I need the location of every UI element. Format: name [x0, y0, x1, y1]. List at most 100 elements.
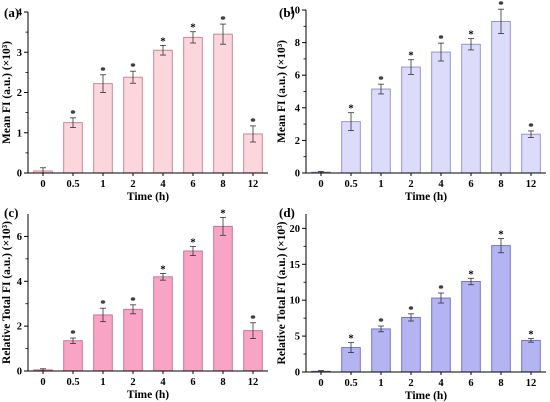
panel-label: (c) [4, 205, 18, 220]
x-tick-label: 2 [408, 179, 413, 190]
y-axis-title: Mean FI (a.u.) (×10³) [1, 41, 13, 144]
bar [183, 36, 203, 174]
y-tick-label: 20 [290, 224, 301, 235]
significance-star: * [70, 328, 76, 340]
bar [491, 245, 511, 373]
x-tick-label: 12 [248, 377, 259, 388]
significance-star: * [438, 283, 444, 295]
bar [461, 281, 481, 373]
bar [521, 133, 541, 174]
significance-star: * [100, 298, 106, 310]
significance-star: * [498, 0, 504, 11]
y-axis-title: Mean FI (a.u.) (×10³) [276, 40, 288, 143]
x-axis-title: Time (h) [405, 390, 447, 402]
bar [183, 250, 203, 372]
significance-star: * [250, 313, 256, 325]
x-tick-label: 0 [40, 377, 45, 388]
x-tick-label: 4 [160, 179, 166, 190]
bar [371, 328, 391, 373]
x-tick-label: 6 [190, 377, 195, 388]
bar [123, 76, 143, 174]
y-tick-label: 0 [295, 368, 300, 379]
x-tick-label: 12 [526, 179, 537, 190]
y-axis-title: Relative Total FI (a.u.) (×10³) [1, 221, 13, 364]
x-tick-label: 2 [130, 179, 135, 190]
x-tick-label: 0.5 [66, 179, 79, 190]
x-tick-label: 4 [160, 377, 166, 388]
x-axis-title: Time (h) [127, 389, 169, 401]
panel-label: (d) [279, 205, 295, 220]
x-tick-label: 8 [220, 377, 225, 388]
bar [371, 88, 391, 174]
bar [431, 297, 451, 373]
significance-star: * [130, 295, 136, 307]
bar [431, 51, 451, 174]
y-tick-label: 4 [295, 103, 301, 114]
x-tick-label: 2 [408, 378, 413, 389]
bar [153, 276, 173, 372]
x-tick-label: 0.5 [66, 377, 79, 388]
x-tick-label: 0 [318, 378, 323, 389]
x-tick-label: 2 [130, 377, 135, 388]
y-tick-label: 6 [17, 232, 22, 243]
significance-star: * [160, 263, 166, 275]
y-tick-label: 1 [17, 128, 22, 139]
bar [93, 83, 113, 174]
significance-star: * [250, 116, 256, 128]
x-tick-label: 1 [378, 179, 383, 190]
x-tick-label: 0 [318, 179, 323, 190]
panel-label: (b) [279, 5, 295, 20]
y-tick-label: 2 [17, 88, 22, 99]
y-tick-label: 0 [295, 169, 300, 180]
significance-star: * [468, 268, 474, 280]
significance-star: * [220, 207, 226, 219]
x-axis-title: Time (h) [405, 191, 447, 203]
x-tick-label: 8 [220, 179, 225, 190]
y-tick-label: 5 [295, 332, 300, 343]
bar [401, 66, 421, 174]
significance-star: * [408, 304, 414, 316]
significance-star: * [528, 121, 534, 133]
significance-star: * [100, 65, 106, 77]
y-tick-label: 4 [17, 277, 23, 288]
significance-star: * [498, 228, 504, 240]
bar [521, 339, 541, 373]
bar [401, 316, 421, 373]
y-axis-title: Relative Total FI (a.u.) (×10³) [276, 221, 288, 364]
bar [491, 20, 511, 174]
significance-star: * [348, 103, 354, 115]
significance-star: * [70, 108, 76, 120]
x-tick-label: 1 [100, 377, 105, 388]
x-tick-label: 1 [100, 179, 105, 190]
y-tick-label: 10 [290, 296, 301, 307]
bar [63, 122, 83, 174]
significance-star: * [378, 316, 384, 328]
bar [461, 43, 481, 174]
significance-star: * [130, 61, 136, 73]
bar [93, 314, 113, 372]
y-tick-label: 0 [17, 169, 22, 180]
x-tick-label: 8 [498, 179, 503, 190]
significance-star: * [190, 237, 196, 249]
y-tick-label: 15 [290, 260, 301, 271]
bar [153, 49, 173, 174]
x-tick-label: 12 [526, 378, 537, 389]
significance-star: * [160, 35, 166, 47]
x-tick-label: 0.5 [344, 179, 357, 190]
bar [213, 33, 233, 174]
x-tick-label: 4 [438, 378, 444, 389]
x-axis-title: Time (h) [127, 191, 169, 203]
significance-star: * [378, 74, 384, 86]
y-tick-label: 6 [295, 71, 300, 82]
bar [63, 340, 83, 372]
significance-star: * [438, 33, 444, 45]
bar [123, 308, 143, 372]
y-tick-label: 4 [17, 8, 23, 19]
x-tick-label: 12 [248, 179, 259, 190]
y-tick-label: 10 [290, 6, 301, 17]
y-tick-label: 2 [17, 322, 22, 333]
